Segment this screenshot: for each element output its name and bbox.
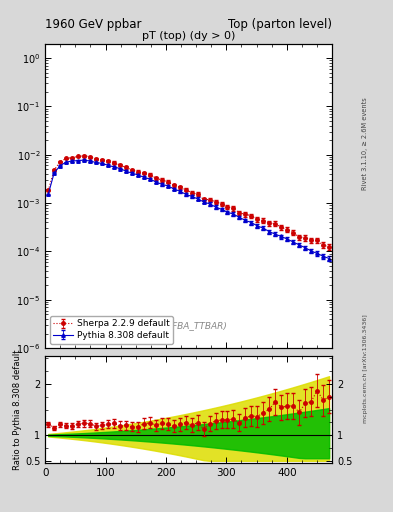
Legend: Sherpa 2.2.9 default, Pythia 8.308 default: Sherpa 2.2.9 default, Pythia 8.308 defau… — [50, 316, 173, 344]
Y-axis label: Ratio to Pythia 8.308 default: Ratio to Pythia 8.308 default — [13, 349, 22, 470]
Title: pT (top) (dy > 0): pT (top) (dy > 0) — [142, 31, 235, 41]
Text: Rivet 3.1.10, ≥ 2.6M events: Rivet 3.1.10, ≥ 2.6M events — [362, 97, 369, 190]
Text: mcplots.cern.ch [arXiv:1306.3436]: mcplots.cern.ch [arXiv:1306.3436] — [363, 314, 368, 423]
Text: Top (parton level): Top (parton level) — [228, 18, 332, 31]
Text: (MC_FBA_TTBAR): (MC_FBA_TTBAR) — [150, 321, 227, 330]
Text: 1960 GeV ppbar: 1960 GeV ppbar — [45, 18, 142, 31]
